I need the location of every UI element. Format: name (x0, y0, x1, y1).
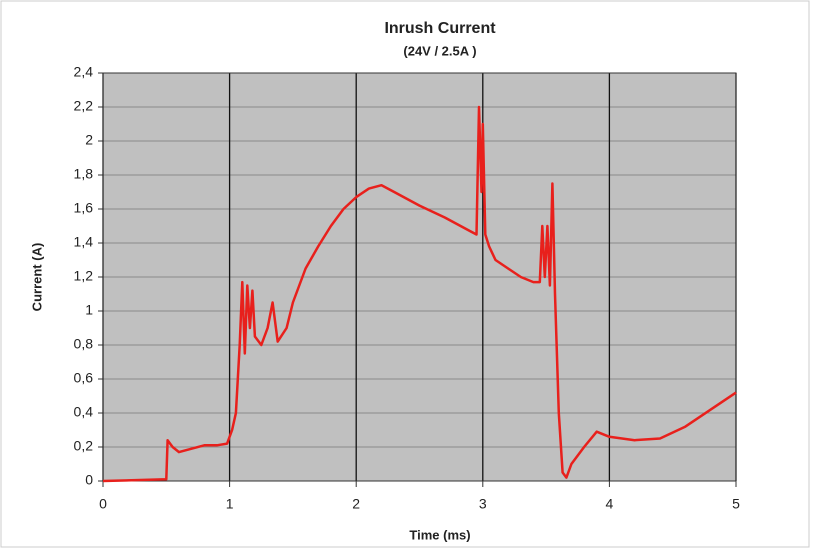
x-tick-label: 1 (226, 496, 234, 512)
x-tick-label: 0 (99, 496, 107, 512)
y-tick-label: 0,8 (74, 336, 94, 352)
chart-title: Inrush Current (384, 20, 496, 37)
y-tick-label: 0,4 (74, 404, 94, 420)
y-axis-label: Current (A) (29, 243, 44, 312)
chart-subtitle: (24V / 2.5A ) (403, 43, 476, 58)
y-tick-label: 2,2 (74, 98, 94, 114)
y-tick-label: 2 (85, 132, 93, 148)
x-tick-label: 4 (606, 496, 614, 512)
y-tick-label: 0,6 (74, 370, 94, 386)
y-tick-label: 1,4 (74, 234, 94, 250)
data-line (102, 105, 737, 483)
y-tick-label: 1,2 (74, 268, 94, 284)
x-axis-label: Time (ms) (409, 527, 470, 542)
y-tick-label: 1,6 (74, 200, 94, 216)
plot-border (102, 72, 737, 482)
y-tick-label: 0 (85, 472, 93, 488)
y-tick-label: 1,8 (74, 166, 94, 182)
y-tick-label: 0,2 (74, 438, 94, 454)
y-tick-label: 1 (85, 302, 93, 318)
x-tick-label: 3 (479, 496, 487, 512)
x-tick-label: 2 (352, 496, 360, 512)
x-tick-label: 5 (732, 496, 740, 512)
y-tick-label: 2,4 (74, 64, 94, 80)
